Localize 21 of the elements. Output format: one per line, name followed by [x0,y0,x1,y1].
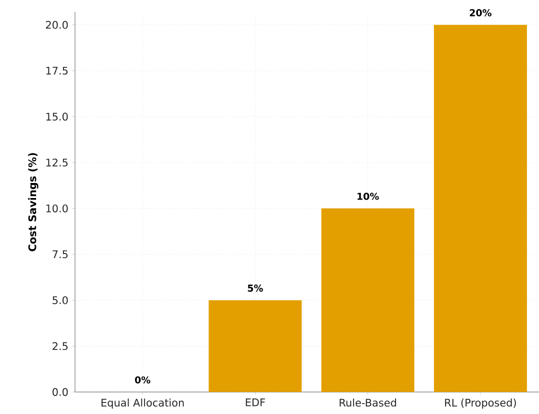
y-axis-title: Cost Savings (%) [28,153,38,252]
y-tick-label: 20.0 [46,20,68,29]
y-tick-label: 15.0 [46,112,68,121]
x-tick-label: Rule-Based [340,398,396,407]
y-tick-label: 5.0 [52,296,68,304]
y-tick-label: 0.0 [52,388,68,396]
y-tick-label: 12.5 [46,158,68,166]
bar [208,300,302,392]
data-label: 5% [248,284,263,292]
bar [321,208,414,392]
x-tick-label: EDF [246,398,265,406]
data-label: 10% [358,192,379,200]
y-tick-label: 10.0 [46,204,68,212]
data-label: 0% [135,376,150,384]
x-tick-label: Equal Allocation [102,398,184,409]
y-tick-label: 2.5 [52,342,68,350]
y-tick-label: 7.5 [52,250,68,258]
bar [434,24,527,392]
y-tick-label: 17.5 [46,66,68,75]
data-label: 20% [470,9,492,16]
x-tick-label: RL (Proposed) [445,398,516,409]
